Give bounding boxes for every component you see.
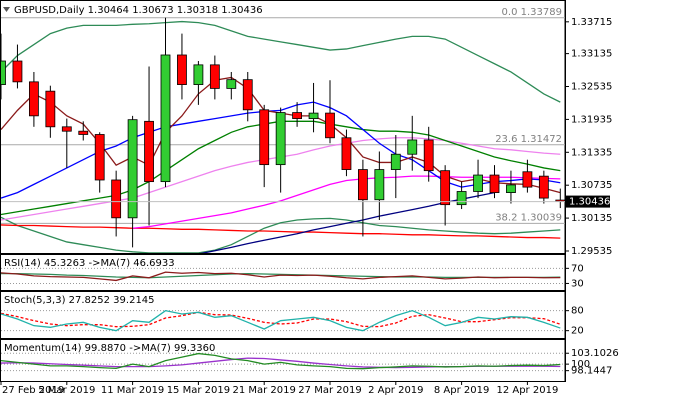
y-tick-label: 30	[571, 278, 584, 289]
candle-body	[538, 175, 549, 199]
y-tick-label: 20	[571, 326, 584, 337]
x-tick-label: 12 Apr 2019	[496, 385, 558, 396]
candle-body	[489, 174, 500, 193]
panel-title: Momentum(14) 99.8870 ->MA(7) 99.3360	[4, 343, 215, 354]
fib-level-label: 0.0	[502, 7, 518, 18]
y-tick-label: 1.31935	[571, 114, 612, 125]
fib-level-label: 23.6	[495, 134, 517, 145]
indicator-line	[1, 224, 561, 239]
candle-body	[12, 60, 23, 83]
candle-body	[1, 60, 6, 85]
candle-body	[193, 64, 204, 85]
indicator-line	[1, 216, 561, 254]
indicator-line	[1, 20, 561, 103]
indicator-line	[132, 175, 561, 229]
candle-body	[160, 54, 171, 183]
candle-body	[78, 130, 89, 135]
panel-title: RSI(14) 45.3263 ->MA(7) 46.6933	[4, 258, 175, 269]
candle-body	[473, 174, 483, 192]
indicator-line	[1, 309, 561, 332]
candle-body	[259, 109, 270, 166]
candle-body	[374, 169, 385, 201]
y-tick-label: 103.1026	[571, 348, 619, 359]
y-tick-label: 98.1447	[571, 366, 612, 377]
fib-price-label: 1.31472	[521, 134, 562, 145]
candle-body	[325, 112, 335, 139]
y-tick-label: 70	[571, 263, 584, 274]
current-price-box	[566, 195, 610, 208]
candle-body	[94, 134, 105, 181]
y-tick-label: 1.32535	[571, 82, 612, 93]
candle-body	[275, 112, 286, 166]
y-tick-label: 1.29535	[571, 246, 612, 257]
y-tick-label: 1.33135	[571, 49, 612, 60]
y-tick-label: 1.33715	[571, 17, 612, 28]
candle-body	[28, 81, 39, 117]
y-tick-label: 1.31335	[571, 147, 612, 158]
candle-body	[423, 139, 434, 172]
symbol-icon	[3, 7, 10, 12]
x-tick-label: 8 Apr 2019	[434, 385, 489, 396]
candle-body	[292, 112, 303, 119]
candle-body	[144, 120, 154, 183]
x-tick-label: 15 Mar 2019	[167, 385, 230, 396]
candle-body	[308, 112, 319, 119]
indicator-line	[1, 352, 561, 370]
y-tick-label: 80	[571, 306, 584, 317]
fib-label: 23.6 1.31472	[495, 134, 562, 145]
current-price-label: 1.30436	[569, 197, 610, 208]
fib-level-label: 38.2	[495, 212, 517, 223]
x-tick-label: 2 Apr 2019	[368, 385, 423, 396]
fib-label: 38.2 1.30039	[495, 212, 562, 223]
panel-title: Stoch(5,3,3) 27.8252 39.2145	[4, 295, 155, 306]
candle-body	[506, 184, 516, 193]
fib-label: 0.0 1.33789	[502, 7, 562, 18]
candle-body	[357, 169, 368, 201]
candle-body	[111, 179, 122, 219]
indicator-line	[1, 271, 561, 282]
candle-body	[61, 126, 72, 132]
candle-body	[522, 171, 533, 188]
candle-body	[341, 137, 352, 170]
y-tick-label: 1.30135	[571, 213, 612, 224]
x-tick-label: 27 Feb 2019	[2, 385, 64, 396]
x-tick-label: 5 Mar 2019	[38, 385, 95, 396]
x-tick-label: 27 Mar 2019	[298, 385, 361, 396]
y-tick-label: 100	[571, 359, 590, 370]
candle-body	[242, 79, 253, 111]
candle-body	[440, 170, 451, 206]
candle-body	[407, 139, 418, 155]
candle-body	[177, 54, 187, 85]
candle-body	[209, 64, 220, 89]
panel-title: GBPUSD,Daily 1.30464 1.30673 1.30318 1.3…	[14, 5, 263, 16]
fib-price-label: 1.30039	[521, 212, 562, 223]
candle-body	[45, 90, 56, 128]
x-tick-label: 11 Mar 2019	[101, 385, 164, 396]
x-tick-label: 21 Mar 2019	[232, 385, 295, 396]
candle-body	[390, 153, 401, 170]
candle-body	[226, 79, 237, 89]
candle-body	[127, 119, 138, 219]
y-tick-label: 1.30735	[571, 180, 612, 191]
candle-body	[456, 191, 467, 206]
fib-price-label: 1.33789	[521, 7, 562, 18]
